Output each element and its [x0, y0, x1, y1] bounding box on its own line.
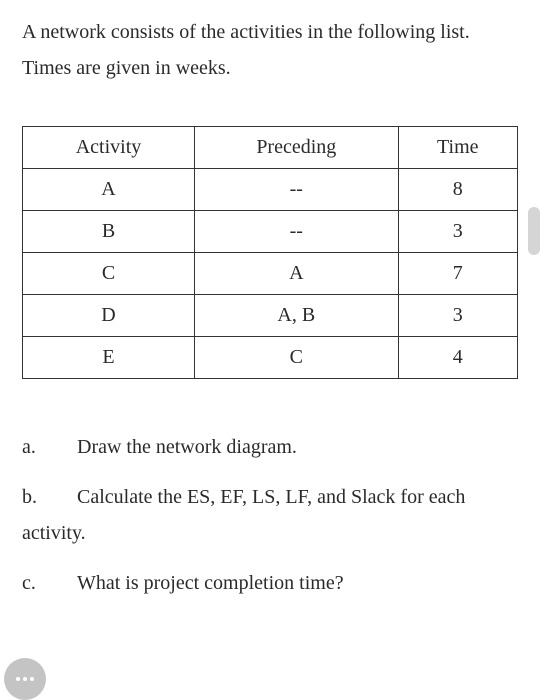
dot-icon — [30, 677, 34, 681]
table-header-row: Activity Preceding Time — [23, 127, 518, 169]
cell-activity: E — [23, 337, 195, 379]
cell-time: 3 — [398, 295, 517, 337]
cell-preceding: -- — [195, 169, 399, 211]
cell-time: 3 — [398, 211, 517, 253]
cell-preceding: C — [195, 337, 399, 379]
question-text: Draw the network diagram. — [77, 436, 297, 458]
cell-time: 7 — [398, 253, 517, 295]
cell-preceding: A, B — [195, 295, 399, 337]
questions-list: a.Draw the network diagram. b.Calculate … — [22, 429, 518, 601]
cell-time: 8 — [398, 169, 517, 211]
question-a: a.Draw the network diagram. — [22, 429, 518, 465]
question-c: c.What is project completion time? — [22, 565, 518, 601]
activities-table: Activity Preceding Time A -- 8 B -- 3 C … — [22, 126, 518, 379]
question-text: What is project completion time? — [77, 572, 344, 594]
cell-activity: A — [23, 169, 195, 211]
scroll-thumb[interactable] — [528, 207, 540, 255]
question-letter: b. — [22, 479, 77, 515]
table-row: A -- 8 — [23, 169, 518, 211]
header-time: Time — [398, 127, 517, 169]
table-row: E C 4 — [23, 337, 518, 379]
intro-paragraph: A network consists of the activities in … — [22, 14, 518, 86]
header-preceding: Preceding — [195, 127, 399, 169]
header-activity: Activity — [23, 127, 195, 169]
table-row: C A 7 — [23, 253, 518, 295]
dot-icon — [23, 677, 27, 681]
cell-preceding: -- — [195, 211, 399, 253]
cell-activity: B — [23, 211, 195, 253]
cell-activity: D — [23, 295, 195, 337]
question-letter: c. — [22, 565, 77, 601]
question-letter: a. — [22, 429, 77, 465]
question-b: b.Calculate the ES, EF, LS, LF, and Slac… — [22, 479, 518, 551]
cell-activity: C — [23, 253, 195, 295]
cell-preceding: A — [195, 253, 399, 295]
dot-icon — [16, 677, 20, 681]
question-text: Calculate the ES, EF, LS, LF, and Slack … — [22, 486, 465, 544]
table-row: D A, B 3 — [23, 295, 518, 337]
table-row: B -- 3 — [23, 211, 518, 253]
cell-time: 4 — [398, 337, 517, 379]
